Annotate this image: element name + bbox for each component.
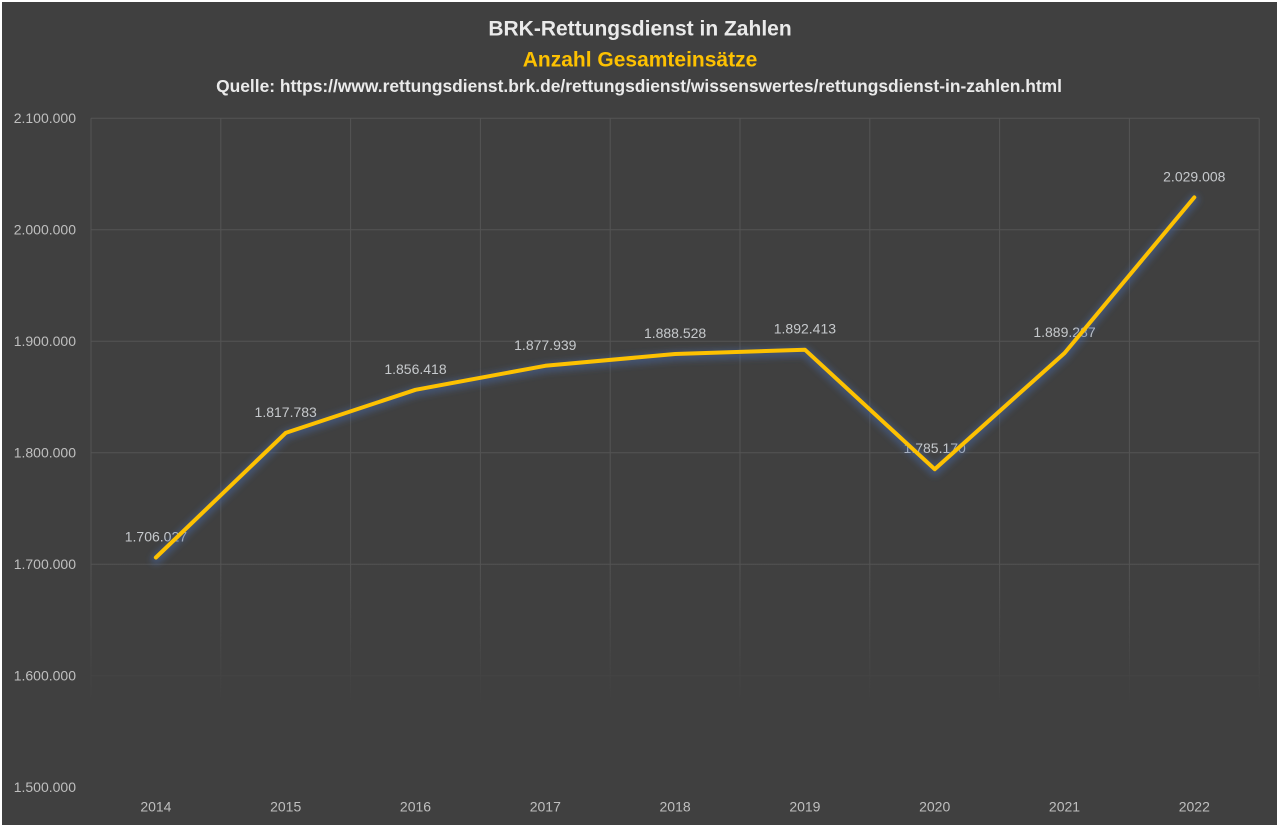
svg-text:1.892.413: 1.892.413	[774, 321, 836, 337]
svg-text:2016: 2016	[400, 799, 431, 815]
svg-text:1.500.000: 1.500.000	[14, 779, 76, 795]
svg-text:2.000.000: 2.000.000	[14, 222, 76, 238]
svg-text:Anzahl Gesamteinsätze: Anzahl Gesamteinsätze	[523, 49, 758, 72]
svg-text:1.817.783: 1.817.783	[255, 404, 317, 420]
svg-text:2018: 2018	[660, 799, 691, 815]
svg-text:2019: 2019	[789, 799, 820, 815]
svg-text:2021: 2021	[1049, 799, 1080, 815]
svg-text:1.700.000: 1.700.000	[14, 556, 76, 572]
svg-text:2014: 2014	[140, 799, 171, 815]
svg-text:1.600.000: 1.600.000	[14, 668, 76, 684]
svg-text:1.877.939: 1.877.939	[514, 337, 576, 353]
svg-text:Quelle: https://www.rettungsdi: Quelle: https://www.rettungsdienst.brk.d…	[216, 76, 1062, 96]
svg-text:2.029.008: 2.029.008	[1163, 168, 1225, 184]
svg-text:2020: 2020	[919, 799, 950, 815]
svg-text:BRK-Rettungsdienst in Zahlen: BRK-Rettungsdienst in Zahlen	[488, 18, 791, 41]
svg-text:1.888.528: 1.888.528	[644, 325, 706, 341]
svg-text:2022: 2022	[1179, 799, 1210, 815]
svg-text:2017: 2017	[530, 799, 561, 815]
svg-text:1.900.000: 1.900.000	[14, 333, 76, 349]
svg-text:1.800.000: 1.800.000	[14, 445, 76, 461]
svg-text:1.856.418: 1.856.418	[384, 361, 446, 377]
svg-text:2015: 2015	[270, 799, 301, 815]
svg-text:2.100.000: 2.100.000	[14, 110, 76, 126]
